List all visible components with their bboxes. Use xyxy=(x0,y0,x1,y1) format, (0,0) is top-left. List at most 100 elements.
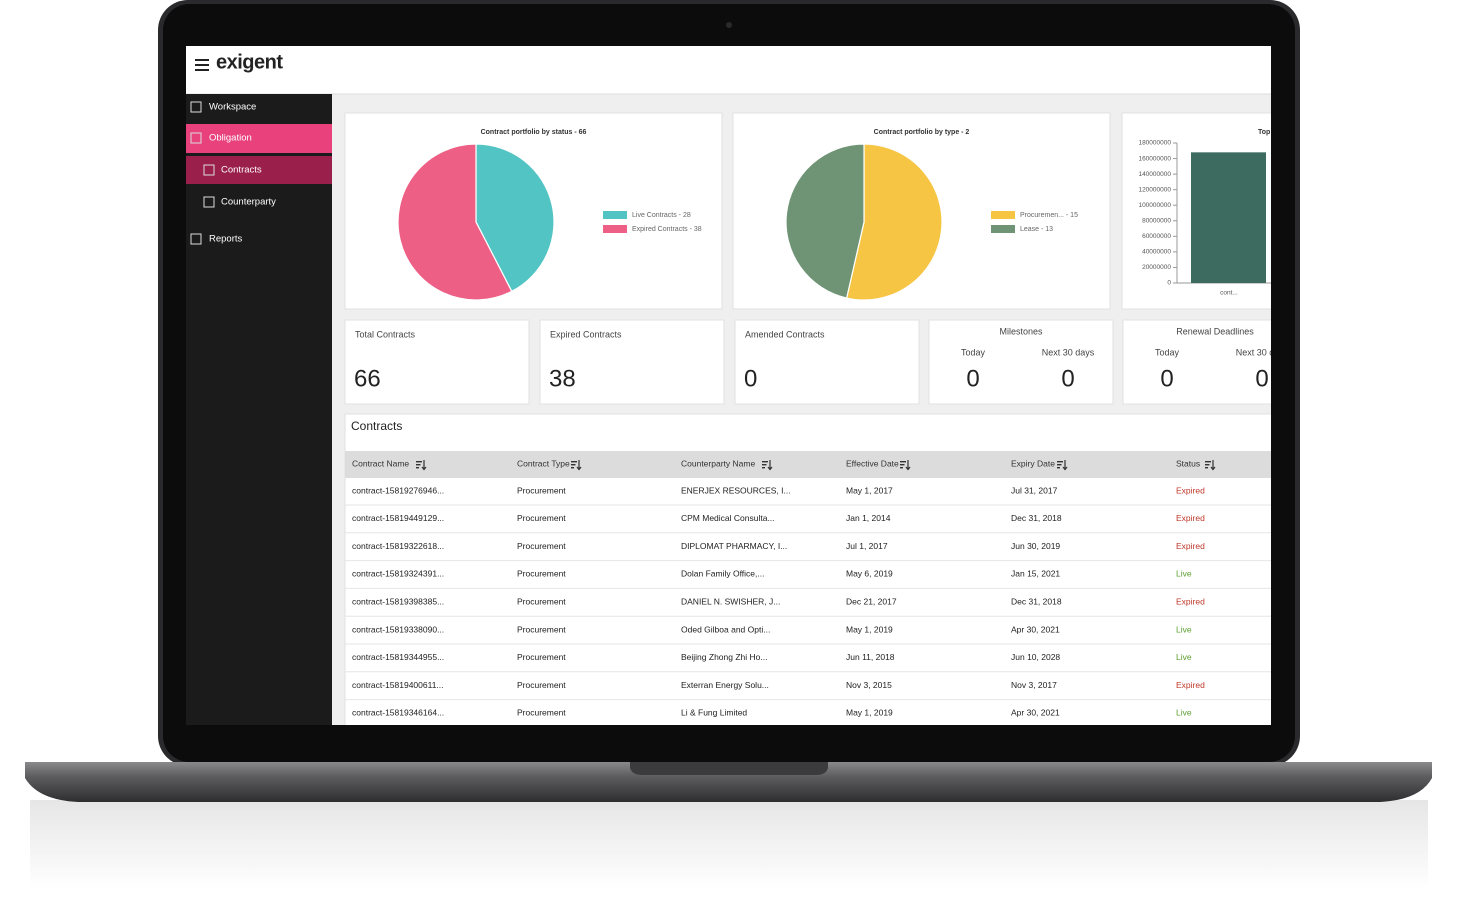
camera xyxy=(726,22,732,28)
top-bar xyxy=(186,46,1271,94)
deadline-title: Milestones xyxy=(999,326,1043,336)
table-cell: Jul 31, 2017 xyxy=(1011,485,1058,495)
column-header[interactable]: Status xyxy=(1176,458,1200,468)
y-tick-label: 0 xyxy=(1167,280,1171,287)
column-header[interactable]: Expiry Date xyxy=(1011,458,1055,468)
sidebar-icon xyxy=(203,196,215,208)
chart-title: Contract portfolio by status - 66 xyxy=(481,129,587,136)
sidebar-item[interactable]: Contracts xyxy=(221,165,262,176)
table-cell: Procurement xyxy=(517,624,566,634)
sort-icon-arrow xyxy=(905,460,911,471)
column-header[interactable]: Counterparty Name xyxy=(681,458,755,468)
deadline-label: Next 30 days xyxy=(1042,347,1095,357)
legend-label: Live Contracts - 28 xyxy=(632,212,691,219)
sidebar-item[interactable]: Reports xyxy=(209,234,243,245)
reflection xyxy=(30,800,1428,890)
table-cell: May 1, 2017 xyxy=(846,485,893,495)
sort-icon[interactable] xyxy=(1205,460,1216,471)
sort-icon[interactable] xyxy=(1057,460,1068,471)
y-tick-label: 20000000 xyxy=(1142,264,1171,271)
sort-icon-arrow xyxy=(1210,460,1216,471)
x-tick-label: cont... xyxy=(1220,290,1238,297)
sidebar-subactive xyxy=(186,156,332,184)
table-cell[interactable]: contract-15819449129... xyxy=(352,513,444,523)
menu-icon[interactable] xyxy=(195,59,209,71)
column-header[interactable]: Effective Date xyxy=(846,458,899,468)
sort-icon-arrow xyxy=(576,460,582,471)
chart-title: Top xyxy=(1258,129,1270,136)
table-cell: Jun 11, 2018 xyxy=(846,652,895,662)
deadline-title: Renewal Deadlines xyxy=(1176,326,1254,336)
sidebar-icon xyxy=(190,132,202,144)
sidebar-active xyxy=(186,124,332,153)
column-header[interactable]: Contract Name xyxy=(352,458,409,468)
table-cell: Jan 1, 2014 xyxy=(846,513,891,523)
table-cell: DANIEL N. SWISHER, J... xyxy=(681,596,780,606)
stat-label: Expired Contracts xyxy=(550,329,622,339)
sort-icon-line xyxy=(571,464,576,466)
table-cell[interactable]: contract-15819346164... xyxy=(352,708,444,718)
sort-icon-line xyxy=(762,461,768,463)
card xyxy=(539,319,725,405)
table-cell[interactable]: contract-15819400611... xyxy=(352,680,444,690)
table-cell: Expired xyxy=(1176,513,1205,523)
base xyxy=(25,762,1432,802)
y-tick-label: 60000000 xyxy=(1142,233,1171,240)
column-header[interactable]: Contract Type xyxy=(517,458,570,468)
sort-icon-line xyxy=(416,461,422,463)
table-cell[interactable]: contract-15819398385... xyxy=(352,596,444,606)
table-cell: Nov 3, 2015 xyxy=(846,680,892,690)
table-cell: Oded Gilboa and Opti... xyxy=(681,624,770,634)
legend-label: Expired Contracts - 38 xyxy=(632,226,702,233)
screen: exigent Workspace Obligation Contracts Coun… xyxy=(186,46,1271,725)
table-cell: Live xyxy=(1176,624,1192,634)
sort-icon-line xyxy=(900,464,905,466)
sort-icon-line xyxy=(1057,467,1060,469)
table-cell: Expired xyxy=(1176,680,1205,690)
table-cell: Jun 10, 2028 xyxy=(1011,652,1060,662)
sidebar-icon xyxy=(203,164,215,176)
stat-label: Amended Contracts xyxy=(745,329,825,339)
card xyxy=(1122,319,1271,405)
table-cell: Expired xyxy=(1176,485,1205,495)
table-cell[interactable]: contract-15819324391... xyxy=(352,569,444,579)
table-cell[interactable]: contract-15819322618... xyxy=(352,541,444,551)
pie-slice xyxy=(845,143,943,301)
table-cell[interactable]: contract-15819344955... xyxy=(352,652,444,662)
table-cell[interactable]: contract-15819338090... xyxy=(352,624,444,634)
legend-label: Procuremen... - 15 xyxy=(1020,212,1078,219)
sort-icon-arrow xyxy=(421,460,427,471)
stat-value: 0 xyxy=(744,365,757,392)
table-cell: Procurement xyxy=(517,680,566,690)
legend-swatch xyxy=(603,211,627,219)
sort-icon[interactable] xyxy=(762,460,773,471)
sort-icon-line xyxy=(1205,461,1211,463)
sort-icon[interactable] xyxy=(416,460,427,471)
sidebar-icon xyxy=(190,101,202,113)
table-cell[interactable]: contract-15819276946... xyxy=(352,485,444,495)
table-cell: CPM Medical Consulta... xyxy=(681,513,775,523)
table-cell: Procurement xyxy=(517,652,566,662)
sidebar-item[interactable]: Workspace xyxy=(209,102,256,113)
table-cell: Apr 30, 2021 xyxy=(1011,624,1060,634)
sort-icon-line xyxy=(1205,464,1210,466)
stat-value: 66 xyxy=(354,365,381,392)
table-cell: ENERJEX RESOURCES, I... xyxy=(681,485,791,495)
chart-title: Contract portfolio by type - 2 xyxy=(874,129,970,136)
sort-icon[interactable] xyxy=(571,460,582,471)
table-cell: Procurement xyxy=(517,485,566,495)
deadline-label: Today xyxy=(1155,347,1180,357)
table-cell: Live xyxy=(1176,569,1192,579)
sidebar-icon xyxy=(190,233,202,245)
deadline-value: 0 xyxy=(1061,365,1074,392)
y-tick-label: 140000000 xyxy=(1138,171,1171,178)
sidebar-item[interactable]: Counterparty xyxy=(221,197,276,208)
sort-icon-line xyxy=(416,467,419,469)
table-cell: Expired xyxy=(1176,596,1205,606)
sort-icon[interactable] xyxy=(900,460,911,471)
sidebar-item[interactable]: Obligation xyxy=(209,133,252,144)
table-cell: Procurement xyxy=(517,541,566,551)
pie-slice xyxy=(397,143,513,301)
y-tick-label: 80000000 xyxy=(1142,217,1171,224)
